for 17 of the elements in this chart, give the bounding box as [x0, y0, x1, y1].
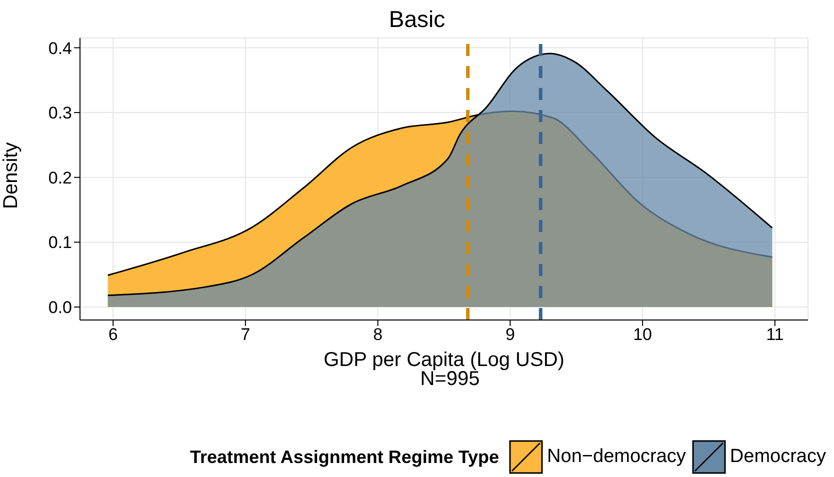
legend-label: Non−democracy	[547, 446, 686, 468]
y-tick-label: 0.2	[48, 168, 72, 188]
x-tick-label: 10	[633, 325, 652, 344]
x-tick-label: 7	[240, 325, 250, 344]
x-tick-label: 8	[373, 325, 383, 344]
chart-title: Basic	[388, 6, 446, 33]
y-tick-label: 0.1	[48, 233, 72, 252]
y-axis-title: Density	[0, 142, 22, 209]
legend-label: Democracy	[730, 446, 826, 468]
y-tick-label: 0.4	[48, 38, 72, 58]
x-axis-title: GDP per Capita (Log USD)	[324, 349, 564, 372]
y-tick-label: 0.3	[48, 104, 72, 123]
legend-title: Treatment Assignment Regime Type	[190, 446, 500, 468]
y-tick-label: 0.0	[48, 298, 72, 318]
x-tick-label: 6	[108, 325, 118, 344]
x-tick-label: 11	[766, 325, 784, 344]
x-tick-label: 9	[505, 325, 515, 344]
